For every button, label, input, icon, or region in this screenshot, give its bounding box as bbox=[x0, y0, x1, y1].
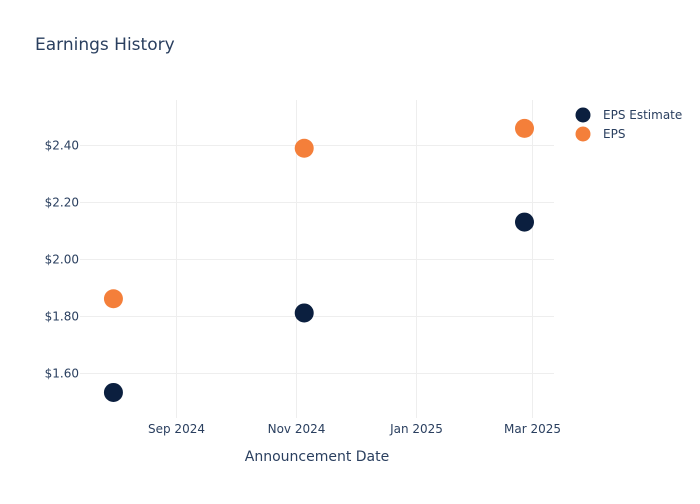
grid-layer bbox=[80, 100, 554, 418]
legend: EPS Estimate EPS bbox=[575, 107, 682, 142]
y-tick-label: $1.60 bbox=[45, 367, 79, 381]
legend-marker[interactable] bbox=[575, 107, 591, 123]
eps-point[interactable] bbox=[294, 138, 314, 158]
x-tick-label: Nov 2024 bbox=[268, 422, 326, 436]
legend-label: EPS bbox=[603, 127, 625, 141]
eps-estimate-point[interactable] bbox=[514, 212, 534, 232]
legend-label: EPS Estimate bbox=[603, 108, 682, 122]
eps-estimate-point[interactable] bbox=[294, 303, 314, 323]
x-tick-label: Jan 2025 bbox=[389, 422, 443, 436]
tick-layer: $1.60 $1.80 $2.00 $2.20 $2.40 Sep 2024 Nov 202… bbox=[45, 139, 561, 437]
y-tick-label: $1.80 bbox=[45, 310, 79, 324]
eps-estimate-point[interactable] bbox=[103, 382, 123, 402]
x-tick-label: Sep 2024 bbox=[148, 422, 205, 436]
y-tick-label: $2.20 bbox=[45, 196, 79, 210]
y-tick-label: $2.40 bbox=[45, 139, 79, 153]
legend-marker[interactable] bbox=[575, 126, 591, 142]
eps-point[interactable] bbox=[103, 289, 123, 309]
x-tick-label: Mar 2025 bbox=[504, 422, 561, 436]
x-axis-title: Announcement Date bbox=[245, 449, 389, 465]
eps-point[interactable] bbox=[514, 118, 534, 138]
points-layer bbox=[103, 118, 534, 402]
y-tick-label: $2.00 bbox=[45, 253, 79, 267]
chart-title: Earnings History bbox=[35, 35, 175, 55]
